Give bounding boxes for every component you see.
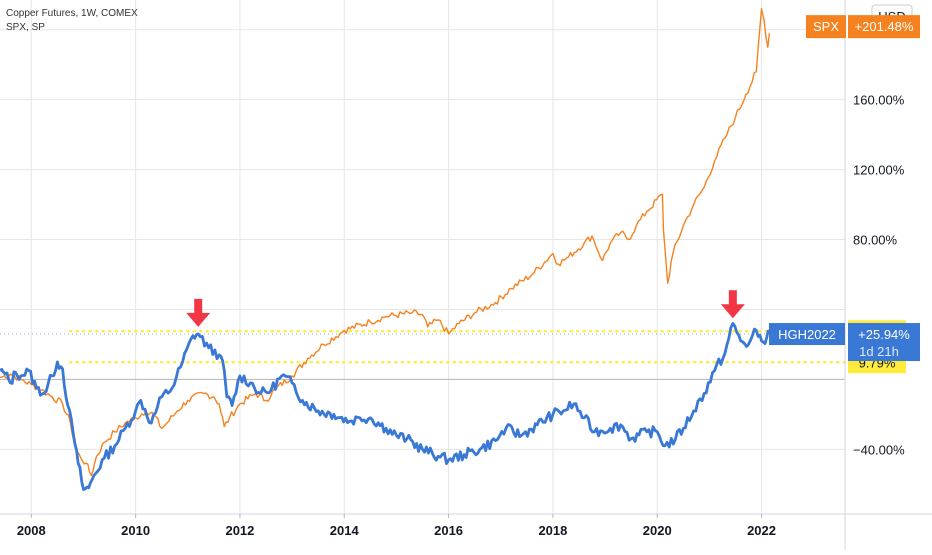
spx-name-tag bbox=[806, 15, 846, 39]
spx-value-text: +201.48% bbox=[855, 19, 914, 34]
price-label-layer: SPX+201.48%27.52%9.79%HGH2022+25.94%1d 2… bbox=[769, 15, 920, 374]
chart-subtitle: SPX, SP bbox=[6, 22, 45, 33]
copper-countdown-text: 1d 21h bbox=[859, 344, 899, 359]
chart-title: Copper Futures, 1W, COMEX bbox=[6, 8, 138, 19]
x-tick-label: 2010 bbox=[121, 523, 150, 538]
copper-series-line bbox=[0, 322, 771, 491]
spx-name-text: SPX bbox=[813, 19, 839, 34]
series-layer bbox=[0, 7, 771, 491]
y-tick-label: 160.00% bbox=[853, 93, 905, 108]
grid-layer bbox=[0, 0, 845, 514]
x-tick-label: 2022 bbox=[747, 523, 776, 538]
x-tick-label: 2018 bbox=[538, 523, 567, 538]
y-tick-label: 120.00% bbox=[853, 163, 905, 178]
annotation-layer bbox=[186, 290, 745, 327]
level-lines bbox=[0, 330, 847, 364]
x-tick-label: 2014 bbox=[330, 523, 360, 538]
down-arrow-icon bbox=[186, 298, 211, 327]
spx-value-tag bbox=[848, 15, 920, 39]
x-tick-label: 2008 bbox=[17, 523, 46, 538]
x-tick-label: 2016 bbox=[434, 523, 463, 538]
x-tick-label: 2020 bbox=[643, 523, 672, 538]
copper-value-text: +25.94% bbox=[858, 327, 910, 342]
down-arrow-icon bbox=[720, 290, 745, 319]
copper-name-tag bbox=[769, 323, 845, 346]
y-tick-label: 80.00% bbox=[853, 233, 898, 248]
copper-name-text: HGH2022 bbox=[778, 327, 836, 342]
y-tick-label: −40.00% bbox=[853, 442, 905, 457]
copper-value-tag bbox=[848, 323, 920, 362]
x-tick-label: 2012 bbox=[225, 523, 254, 538]
spx-series-line bbox=[0, 7, 771, 477]
